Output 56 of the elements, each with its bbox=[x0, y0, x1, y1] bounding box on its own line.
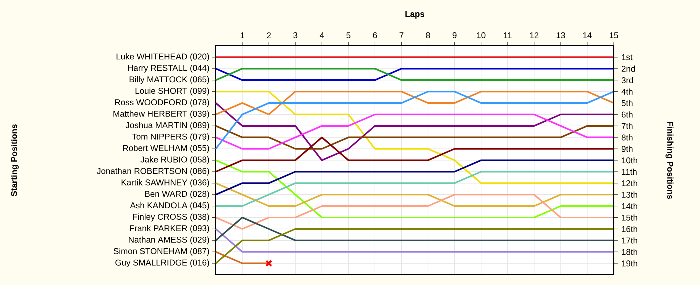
text: Finley CROSS (038) bbox=[133, 214, 210, 222]
x-tick-label: 10 bbox=[477, 32, 486, 38]
y2-tick-label: 19th bbox=[622, 260, 638, 267]
text: Ben WARD (028) bbox=[145, 190, 210, 199]
y2-tick-label: 16th bbox=[622, 226, 638, 232]
text: Jake RUBIO (058) bbox=[140, 156, 210, 164]
y2-tick-label: 12th bbox=[622, 180, 638, 186]
y2-tick-label: 11th bbox=[622, 168, 637, 176]
y2-axis-title: Finishing Positions bbox=[666, 122, 674, 200]
x-tick-label: 5 bbox=[346, 32, 351, 38]
text: Kartik SAWHNEY (036) bbox=[122, 179, 210, 188]
x-tick-label: 8 bbox=[426, 32, 430, 38]
x-tick-label: 15 bbox=[610, 32, 618, 38]
text: Matthew HERBERT (039) bbox=[114, 110, 210, 119]
x-tick-label: 7 bbox=[400, 32, 404, 38]
y2-tick-label: 2nd bbox=[622, 66, 636, 72]
y2-tick-label: 9th bbox=[622, 146, 633, 152]
text: Frank PARKER (093) bbox=[130, 225, 210, 234]
text: Harry RESTALL (044) bbox=[128, 64, 210, 73]
y2-tick-label: 3rd bbox=[622, 77, 634, 84]
x-tick-label: 2 bbox=[267, 32, 271, 38]
text: Louie SHORT (099) bbox=[136, 88, 210, 96]
x-tick-label: 11 bbox=[504, 32, 512, 38]
x-axis-title: Laps bbox=[406, 11, 425, 19]
y2-tick-label: 7th bbox=[622, 123, 633, 130]
x-tick-label: 12 bbox=[530, 32, 539, 38]
x-tick-label: 14 bbox=[583, 32, 592, 38]
x-tick-label: 1 bbox=[240, 32, 244, 38]
y2-tick-label: 13th bbox=[622, 192, 638, 198]
y2-tick-label: 5th bbox=[622, 100, 633, 106]
text: Joshua MARTIN (089) bbox=[126, 122, 210, 130]
text: Ross WOODFORD (078) bbox=[115, 99, 210, 108]
y2-tick-label: 8th bbox=[622, 134, 633, 141]
y2-tick-label: 10th bbox=[622, 157, 638, 164]
text: Starting Positions bbox=[11, 124, 19, 196]
y2-tick-label: 14th bbox=[622, 203, 638, 210]
x-tick-label: 9 bbox=[452, 32, 457, 38]
text: Ash KANDOLA (045) bbox=[130, 202, 210, 210]
text: Tom NIPPERS (079) bbox=[132, 134, 210, 142]
text: Guy SMALLRIDGE (016) bbox=[116, 260, 210, 268]
y2-tick-label: 18th bbox=[622, 248, 638, 256]
x-tick-label: 13 bbox=[556, 32, 566, 38]
x-tick-label: 3 bbox=[294, 32, 298, 38]
text: Nathan AMESS (029) bbox=[129, 236, 210, 245]
text: Jonathan ROBERTSON (086) bbox=[97, 168, 210, 176]
y2-tick-label: 1st bbox=[622, 54, 633, 60]
y2-tick-label: 17th bbox=[622, 238, 638, 244]
y2-tick-label: 6th bbox=[622, 112, 633, 118]
x-tick-label: 6 bbox=[373, 32, 378, 38]
text: Billy MATTOCK (065) bbox=[130, 76, 210, 84]
text: Luke WHITEHEAD (020) bbox=[116, 54, 210, 62]
y2-tick-label: 4th bbox=[622, 88, 633, 95]
text: Robert WELHAM (055) bbox=[123, 145, 210, 153]
y2-tick-label: 15th bbox=[622, 214, 638, 221]
text: Simon STONEHAM (087) bbox=[114, 248, 210, 256]
x-tick-label: 4 bbox=[320, 32, 324, 38]
